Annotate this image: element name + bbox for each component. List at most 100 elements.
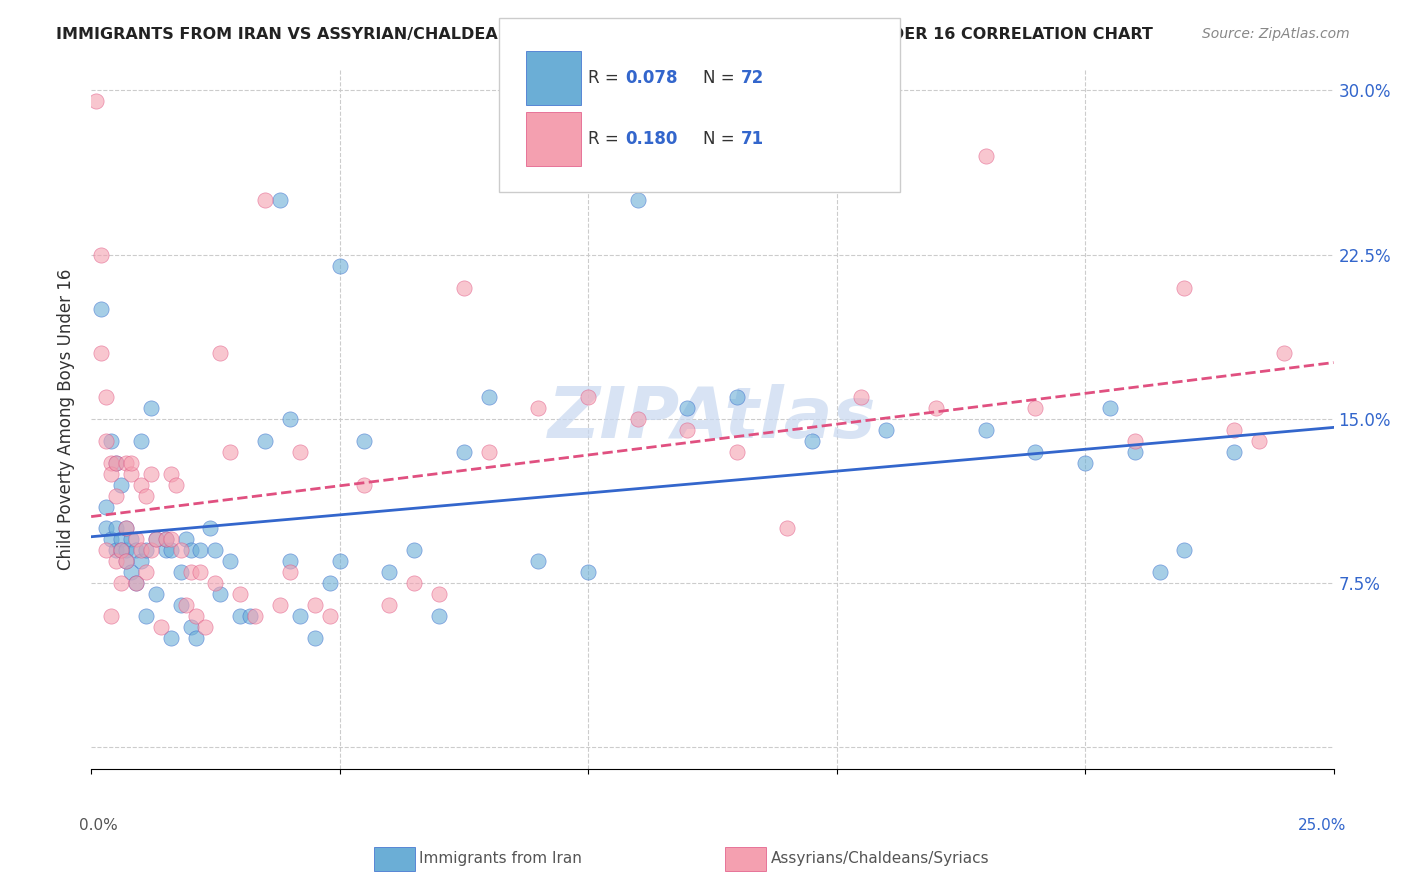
- Point: [209, 587, 232, 601]
- Point: [180, 566, 202, 580]
- Point: [155, 533, 177, 547]
- Point: [125, 576, 148, 591]
- Point: [94, 390, 117, 404]
- Point: [1272, 346, 1295, 360]
- Point: [378, 566, 401, 580]
- Point: [427, 587, 450, 601]
- Point: [105, 554, 128, 568]
- Point: [404, 576, 426, 591]
- Point: [304, 631, 326, 645]
- Point: [404, 543, 426, 558]
- Point: [329, 259, 352, 273]
- Text: Immigrants from Iran: Immigrants from Iran: [419, 852, 582, 866]
- Point: [318, 576, 340, 591]
- Point: [204, 576, 226, 591]
- Point: [190, 543, 212, 558]
- Text: R =: R =: [588, 70, 624, 87]
- Point: [115, 543, 138, 558]
- Point: [135, 566, 157, 580]
- Point: [100, 467, 122, 481]
- Point: [353, 434, 375, 448]
- Point: [110, 576, 132, 591]
- Point: [129, 543, 152, 558]
- Point: [105, 456, 128, 470]
- Y-axis label: Child Poverty Among Boys Under 16: Child Poverty Among Boys Under 16: [58, 268, 75, 570]
- Point: [139, 467, 162, 481]
- Point: [145, 533, 167, 547]
- Point: [159, 543, 181, 558]
- Point: [125, 533, 148, 547]
- Point: [145, 533, 167, 547]
- Point: [194, 620, 217, 634]
- Point: [115, 456, 138, 470]
- Point: [527, 554, 550, 568]
- Point: [115, 554, 138, 568]
- Point: [169, 543, 191, 558]
- Text: N =: N =: [703, 70, 740, 87]
- Point: [184, 631, 207, 645]
- Point: [1098, 401, 1121, 415]
- Point: [100, 609, 122, 624]
- Point: [180, 543, 202, 558]
- Text: IMMIGRANTS FROM IRAN VS ASSYRIAN/CHALDEAN/SYRIAC CHILD POVERTY AMONG BOYS UNDER : IMMIGRANTS FROM IRAN VS ASSYRIAN/CHALDEA…: [56, 27, 1153, 42]
- Text: Source: ZipAtlas.com: Source: ZipAtlas.com: [1202, 27, 1350, 41]
- Point: [1123, 444, 1146, 458]
- Point: [155, 533, 177, 547]
- Point: [1223, 444, 1246, 458]
- Point: [676, 401, 699, 415]
- Text: Assyrians/Chaldeans/Syriacs: Assyrians/Chaldeans/Syriacs: [770, 852, 988, 866]
- Point: [94, 434, 117, 448]
- Text: 0.0%: 0.0%: [79, 818, 118, 833]
- Point: [725, 444, 748, 458]
- Point: [159, 533, 181, 547]
- Point: [304, 598, 326, 612]
- Point: [378, 598, 401, 612]
- Point: [353, 477, 375, 491]
- Point: [139, 543, 162, 558]
- Point: [100, 456, 122, 470]
- Point: [1024, 401, 1046, 415]
- Text: ZIPAtlas: ZIPAtlas: [548, 384, 876, 453]
- Point: [110, 543, 132, 558]
- Point: [115, 554, 138, 568]
- Point: [725, 390, 748, 404]
- Point: [169, 598, 191, 612]
- Point: [1223, 423, 1246, 437]
- Point: [159, 467, 181, 481]
- Point: [269, 598, 291, 612]
- Point: [180, 620, 202, 634]
- Point: [318, 609, 340, 624]
- Point: [288, 444, 311, 458]
- Point: [478, 444, 501, 458]
- Point: [90, 248, 112, 262]
- Point: [1123, 434, 1146, 448]
- Point: [139, 401, 162, 415]
- Point: [527, 401, 550, 415]
- Point: [278, 412, 301, 426]
- Point: [1173, 543, 1195, 558]
- Text: N =: N =: [703, 130, 740, 148]
- Point: [129, 477, 152, 491]
- Point: [120, 533, 142, 547]
- Point: [94, 500, 117, 514]
- Point: [1247, 434, 1270, 448]
- Point: [125, 576, 148, 591]
- Point: [254, 193, 277, 207]
- Point: [120, 456, 142, 470]
- Point: [165, 477, 187, 491]
- Point: [1149, 566, 1171, 580]
- Point: [90, 346, 112, 360]
- Point: [105, 521, 128, 535]
- Point: [800, 434, 823, 448]
- Point: [239, 609, 262, 624]
- Point: [159, 631, 181, 645]
- Point: [190, 566, 212, 580]
- Text: 25.0%: 25.0%: [1298, 818, 1346, 833]
- Point: [115, 521, 138, 535]
- Point: [219, 444, 242, 458]
- Point: [129, 434, 152, 448]
- Point: [254, 434, 277, 448]
- Point: [676, 423, 699, 437]
- Point: [105, 456, 128, 470]
- Point: [288, 609, 311, 624]
